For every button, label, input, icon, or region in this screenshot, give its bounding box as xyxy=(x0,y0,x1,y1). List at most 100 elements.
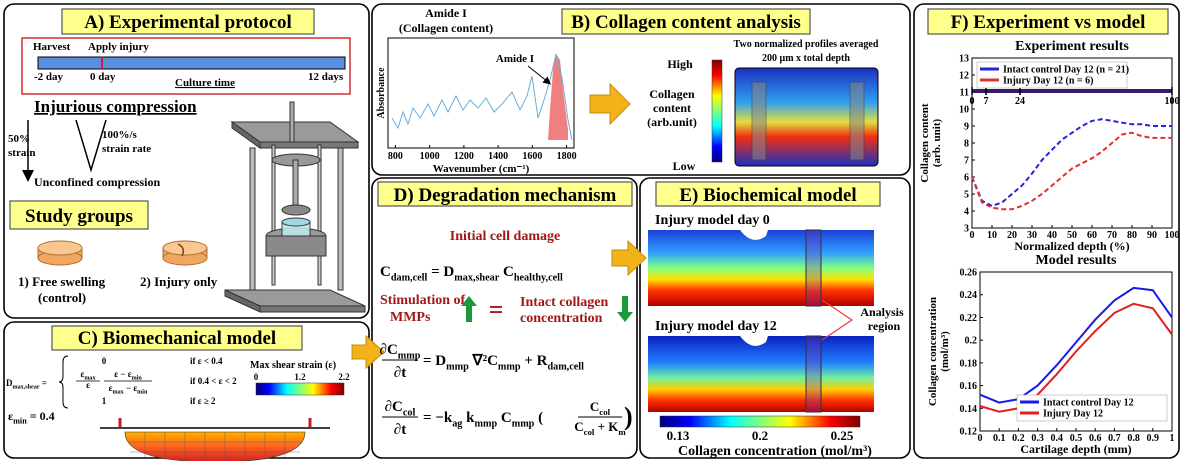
profile-strip xyxy=(850,82,864,160)
timeline-label: -2 day xyxy=(34,71,64,83)
panel-title: E) Biochemical model xyxy=(679,185,856,206)
axis-title: Wavenumber (cm⁻¹) xyxy=(433,163,530,175)
equation-subscript: col xyxy=(584,427,595,437)
spectrum-title: (Collagen content) xyxy=(399,21,493,35)
y-tick-label: 11 xyxy=(960,88,969,99)
x-tick-label: 100 xyxy=(1165,230,1180,241)
region-label: region xyxy=(868,319,901,333)
profile-strip xyxy=(752,82,766,160)
label: strain xyxy=(8,147,36,159)
y-axis-title: (arb. unit) xyxy=(931,119,943,168)
equation-subscript: min xyxy=(137,390,148,396)
equation-subscript: healthy,cell xyxy=(514,273,563,284)
note: Two normalized profiles averaged xyxy=(734,39,879,50)
fraction-den: ∂t xyxy=(394,365,406,381)
x-tick-label: 0 xyxy=(978,433,983,444)
colorbar-label: Low xyxy=(673,159,696,173)
equation-subscript: col xyxy=(599,407,610,417)
section-title: Study groups xyxy=(25,206,133,227)
equation-subscript: mmp xyxy=(474,419,497,430)
colorbar-tick: 0.2 xyxy=(752,428,768,443)
label: 100%/s xyxy=(102,129,138,141)
depth-marker-label: 24 xyxy=(1015,96,1025,107)
equation-part: C xyxy=(380,264,391,280)
model-label: Injury model day 0 xyxy=(655,213,770,228)
equation-part: ε − ε xyxy=(114,369,131,379)
colorbar-title: Max shear strain (ε) xyxy=(250,360,336,371)
equation-subscript: mmp xyxy=(512,419,535,430)
colorbar-label: Collagen xyxy=(649,87,695,101)
y-tick-label: 0.18 xyxy=(960,358,978,369)
chart-title: Model results xyxy=(1035,253,1117,268)
panel-title: F) Experiment vs model xyxy=(951,12,1146,33)
colorbar-tick: 1.2 xyxy=(294,372,306,382)
x-tick-label: 800 xyxy=(388,151,403,162)
equation-part: ∂C xyxy=(380,342,398,358)
timeline-label: Apply injury xyxy=(88,41,149,53)
colorbar-label: (arb.unit) xyxy=(647,115,697,129)
colorbar-label: content xyxy=(653,101,691,115)
x-axis-title: Cartilage depth (mm) xyxy=(1020,442,1131,456)
x-tick-label: 1 xyxy=(1170,433,1175,444)
region-label: Analysis xyxy=(860,305,904,319)
equation-part: = D xyxy=(423,353,446,369)
y-tick-label: 3 xyxy=(964,224,969,235)
spectrum-title: Amide I xyxy=(425,6,467,20)
x-tick-label: 1400 xyxy=(488,151,508,162)
case: 1 xyxy=(102,396,107,406)
y-tick-label: 5 xyxy=(964,190,969,201)
x-tick-label: 0.1 xyxy=(993,433,1006,444)
model-image xyxy=(648,230,874,306)
equation-part: + R xyxy=(521,353,548,369)
x-tick-label: 0 xyxy=(970,230,975,241)
equation-part: k xyxy=(462,410,475,426)
group-label: (control) xyxy=(38,290,86,305)
y-tick-label: 10 xyxy=(959,105,969,116)
model-label: Injury model day 12 xyxy=(655,319,777,334)
group-label: 2) Injury only xyxy=(140,274,218,289)
equation-subscript: col xyxy=(403,408,416,419)
equation-subscript: max,shear xyxy=(13,385,40,391)
equation-part: C xyxy=(574,419,583,434)
legend-label: Intact control Day 12 xyxy=(1043,398,1134,409)
timeline-label: 0 day xyxy=(90,71,116,83)
condition: if ε ≥ 2 xyxy=(190,396,216,406)
x-tick-label: 1600 xyxy=(522,151,542,162)
equation-part: ( xyxy=(534,410,543,426)
y-tick-label: 12 xyxy=(959,71,969,82)
y-tick-label: 0.24 xyxy=(960,290,978,301)
y-tick-label: 0.14 xyxy=(960,404,978,415)
colorbar xyxy=(660,416,860,427)
equation-part: C xyxy=(499,264,514,280)
x-tick-label: 1800 xyxy=(557,151,577,162)
depth-marker-label: 100 xyxy=(1165,96,1180,107)
x-tick-label: 0.9 xyxy=(1147,433,1160,444)
timeline-label: Harvest xyxy=(33,41,71,53)
equation-subscript: min xyxy=(132,376,143,382)
colorbar xyxy=(712,60,722,162)
colorbar-tick: 0.13 xyxy=(667,428,690,443)
y-tick-label: 4 xyxy=(964,207,969,218)
x-tick-label: 10 xyxy=(987,230,997,241)
case: 0 xyxy=(102,356,107,366)
equation-part: C xyxy=(590,399,599,414)
panel-title: D) Degradation mechanism xyxy=(394,185,617,206)
y-axis-title: Collagen concentration xyxy=(927,297,939,406)
equation-part: C xyxy=(497,410,512,426)
y-axis-title: (mol/m³) xyxy=(939,331,951,372)
equation-subscript: ag xyxy=(452,419,462,430)
label: 50% xyxy=(8,133,30,145)
mechanism-label: concentration xyxy=(520,311,603,326)
x-axis-title: Normalized depth (%) xyxy=(1014,239,1129,253)
timeline-axis-label: Culture time xyxy=(175,77,235,89)
depth-marker-label: 0 xyxy=(970,96,975,107)
axis-title: Absorbance xyxy=(376,67,387,119)
mechanism-label: Intact collagen xyxy=(520,295,608,310)
y-axis-title: Collagen content xyxy=(919,103,931,182)
equation-part: ∇²C xyxy=(469,353,498,369)
y-tick-label: 0.12 xyxy=(960,427,978,438)
equation-part: = −k xyxy=(423,410,453,426)
equation-part: ∂C xyxy=(385,399,403,415)
y-tick-label: 0.22 xyxy=(960,313,978,324)
mechanism-label: Stimulation of xyxy=(380,293,466,308)
